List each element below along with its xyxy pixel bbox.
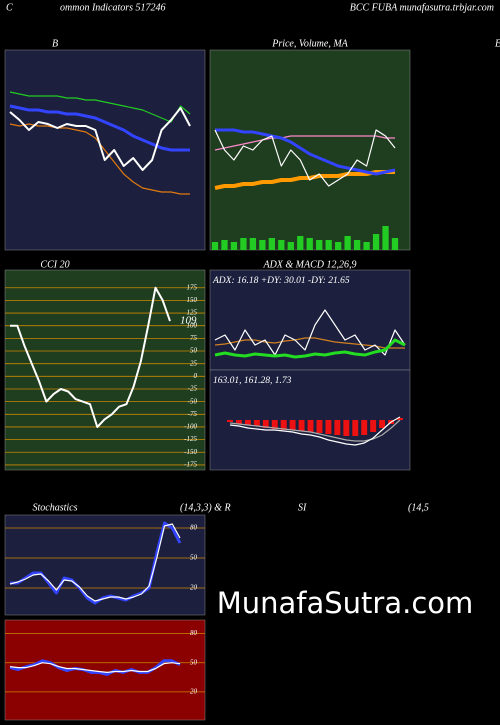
- bar: [235, 420, 242, 424]
- bar: [325, 420, 332, 434]
- bar: [287, 242, 294, 250]
- bar: [289, 420, 296, 430]
- series-line: [215, 128, 396, 176]
- bar: [280, 420, 287, 430]
- bar: [325, 240, 332, 250]
- header-right: BCC FUBA munafasutra.trbjar.com: [350, 2, 494, 13]
- panel-background: [4, 269, 206, 471]
- watermark: MunafaSutra.com: [217, 586, 474, 620]
- y-tick-label: 80: [190, 629, 198, 637]
- bar: [361, 420, 368, 435]
- bar: [271, 420, 278, 429]
- y-tick-label: 175: [187, 283, 198, 291]
- stoch-title: Stochastics: [33, 502, 78, 513]
- series-line: [214, 129, 396, 187]
- bar: [259, 240, 266, 250]
- y-tick-label: 25: [190, 359, 198, 367]
- bar: [240, 238, 247, 250]
- bar: [268, 238, 275, 250]
- y-tick-label: 100: [187, 321, 198, 329]
- annotation: ADX: 16.18 +DY: 30.01 -DY: 21.65: [212, 276, 350, 286]
- panel-background: [209, 49, 411, 251]
- y-tick-label: 150: [187, 296, 198, 304]
- y-tick-label: 125: [187, 309, 198, 317]
- bar: [343, 420, 350, 436]
- chart-title: B: [52, 38, 58, 49]
- y-tick-label: -175: [184, 461, 197, 469]
- chart-title: Price, Volume, MA: [271, 38, 348, 49]
- bar: [352, 420, 359, 436]
- bar: [334, 420, 341, 435]
- header-edge: E: [494, 38, 500, 49]
- bar: [316, 420, 323, 433]
- series-line: [214, 135, 395, 151]
- bar: [382, 226, 389, 250]
- bar: [221, 240, 228, 250]
- bar: [278, 240, 285, 250]
- y-tick-label: -150: [184, 448, 197, 456]
- bar: [379, 420, 386, 428]
- bar: [363, 242, 370, 250]
- series-line: [9, 662, 181, 673]
- y-tick-label: 0: [194, 372, 198, 380]
- bar: [262, 420, 269, 428]
- y-tick-label: -125: [184, 435, 197, 443]
- y-tick-label: 50: [190, 347, 198, 355]
- series-line: [9, 91, 191, 123]
- y-tick-label: -50: [188, 397, 198, 405]
- bar: [397, 418, 403, 420]
- y-tick-label: 20: [190, 687, 198, 695]
- series-line: [9, 104, 190, 152]
- chart-title: ADX & MACD 12,26,9: [262, 259, 356, 270]
- chart-title: CCI 20: [40, 259, 69, 270]
- series-line: [229, 416, 401, 446]
- bar: [230, 242, 238, 250]
- bar: [344, 236, 351, 250]
- series-line: [214, 338, 406, 359]
- bar: [370, 420, 377, 432]
- bar: [353, 240, 361, 250]
- value-label: 109: [180, 315, 197, 327]
- series-line: [214, 170, 395, 190]
- annotation: 163.01, 161.28, 1.73: [213, 376, 292, 386]
- y-tick-label: -100: [184, 423, 197, 431]
- stoch-title: SI: [298, 502, 307, 513]
- series-line: [10, 286, 171, 428]
- bar: [307, 420, 314, 432]
- y-tick-label: 75: [190, 334, 198, 342]
- bar: [391, 238, 399, 250]
- y-tick-label: -75: [188, 410, 198, 418]
- series-line: [9, 523, 181, 602]
- bar: [306, 238, 313, 250]
- bar: [253, 420, 260, 426]
- bar: [297, 236, 304, 250]
- header-left: C: [6, 2, 13, 13]
- stoch-title: (14,3,3) & R: [180, 502, 231, 513]
- bar: [372, 234, 380, 250]
- stoch-title: (14,5: [408, 502, 429, 513]
- bar: [227, 420, 233, 422]
- y-tick-label: 50: [190, 554, 198, 562]
- bar: [249, 238, 257, 250]
- header-middle: ommon Indicators 517246: [60, 2, 166, 13]
- bar: [316, 240, 323, 250]
- bar: [244, 420, 251, 425]
- series-line: [9, 107, 191, 171]
- series-line: [214, 309, 406, 356]
- y-tick-label: 20: [190, 584, 198, 592]
- panel-background: [4, 619, 206, 721]
- bar: [298, 420, 305, 431]
- y-tick-label: 50: [190, 658, 198, 666]
- y-tick-label: -25: [188, 385, 198, 393]
- y-tick-label: 80: [190, 524, 198, 532]
- bar: [335, 242, 342, 250]
- bar: [211, 242, 219, 250]
- panel-background: [209, 269, 411, 371]
